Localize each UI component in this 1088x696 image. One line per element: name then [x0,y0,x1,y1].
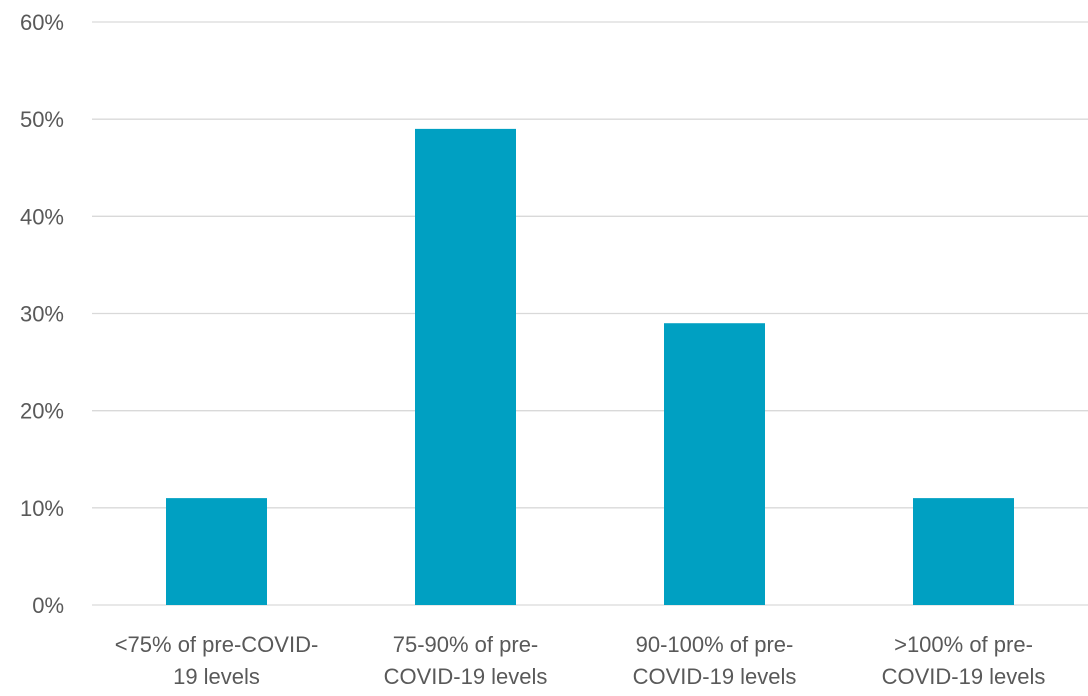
bar [166,498,267,605]
y-tick-label: 20% [20,399,64,424]
bar [664,323,765,605]
x-category-label: COVID-19 levels [882,664,1046,689]
bar [415,128,516,605]
x-category-label: 19 levels [173,664,260,689]
y-tick-label: 50% [20,107,64,132]
x-axis: <75% of pre-COVID- 19 levels 75-90% of pre… [115,632,1046,689]
x-category-label: <75% of pre-COVID- [115,632,319,657]
y-tick-label: 0% [32,593,64,618]
y-tick-label: 60% [20,10,64,35]
y-axis: 0% 10% 20% 30% 40% 50% 60% [20,10,64,618]
y-tick-label: 10% [20,496,64,521]
x-category-label: 75-90% of pre- [393,632,539,657]
y-tick-label: 30% [20,302,64,327]
x-category-label: 90-100% of pre- [636,632,794,657]
x-category-label: COVID-19 levels [384,664,548,689]
x-category-label: >100% of pre- [894,632,1033,657]
x-category-label: COVID-19 levels [633,664,797,689]
bars [166,128,1014,605]
bar [913,498,1014,605]
y-tick-label: 40% [20,204,64,229]
